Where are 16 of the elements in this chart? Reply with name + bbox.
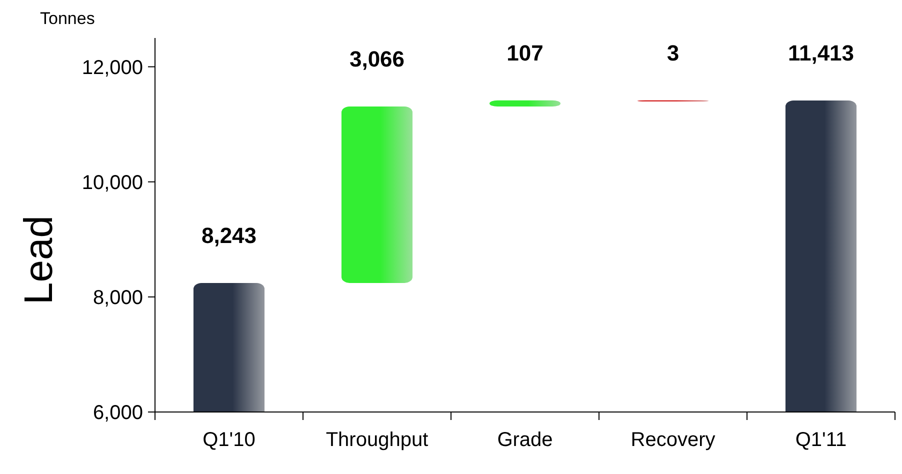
data-label: 3,066 (349, 46, 405, 72)
x-tick-label: Q1'10 (202, 429, 256, 451)
y-tick-label: 10,000 (82, 172, 143, 194)
y-tick-label: 8,000 (92, 286, 143, 309)
y-tick-label: 12,000 (82, 56, 143, 79)
data-label: 8,243 (201, 222, 257, 248)
x-tick-label: Recovery (630, 429, 716, 451)
x-tick-label: Grade (497, 429, 553, 451)
y-tick-label: 6,000 (92, 402, 143, 424)
y-axis-title: Lead (17, 216, 61, 304)
data-label: 107 (506, 40, 544, 66)
data-label: 3 (666, 40, 680, 66)
x-tick-label: Q1'11 (795, 429, 847, 451)
text: Tonnes (40, 9, 95, 28)
x-tick-label: Throughput (326, 429, 429, 451)
data-label: 11,413 (788, 40, 854, 66)
